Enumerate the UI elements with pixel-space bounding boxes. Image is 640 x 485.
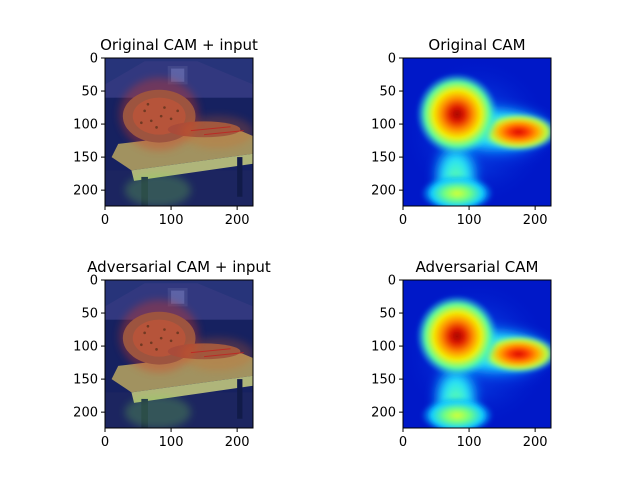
x-tick-label: 0: [101, 213, 109, 228]
x-tick-label: 100: [457, 435, 482, 450]
x-tick-label: 100: [159, 213, 184, 228]
y-tick-label: 150: [371, 151, 396, 166]
x-tick-label: 200: [523, 435, 548, 450]
y-tick-label: 100: [73, 118, 98, 133]
y-tick-label: 150: [73, 151, 98, 166]
panel-title: Original CAM: [428, 36, 525, 54]
y-tick-label: 50: [81, 85, 98, 100]
cam-overlay-image: [105, 58, 254, 207]
cam-heatmap-image: [399, 276, 562, 439]
y-tick-label: 200: [73, 406, 98, 421]
cam-heatmap-image: [399, 54, 562, 217]
y-tick-label: 200: [371, 406, 396, 421]
y-tick-label: 200: [73, 184, 98, 199]
x-tick-label: 0: [101, 435, 109, 450]
x-tick-label: 0: [399, 213, 407, 228]
cam-overlay-image: [105, 280, 254, 429]
y-tick-label: 100: [73, 340, 98, 355]
x-tick-label: 200: [225, 213, 250, 228]
y-tick-label: 100: [371, 118, 396, 133]
y-tick-label: 100: [371, 340, 396, 355]
y-tick-label: 50: [379, 85, 396, 100]
x-tick-label: 0: [399, 435, 407, 450]
y-tick-label: 0: [90, 274, 98, 289]
y-tick-label: 150: [371, 373, 396, 388]
y-tick-label: 0: [388, 52, 396, 67]
panel-title: Adversarial CAM: [416, 258, 539, 276]
x-tick-label: 200: [523, 213, 548, 228]
y-tick-label: 50: [379, 307, 396, 322]
x-tick-label: 100: [159, 435, 184, 450]
y-tick-label: 0: [388, 274, 396, 289]
y-tick-label: 0: [90, 52, 98, 67]
y-tick-label: 200: [371, 184, 396, 199]
panel-title: Adversarial CAM + input: [87, 258, 271, 276]
y-tick-label: 150: [73, 373, 98, 388]
panel-title: Original CAM + input: [100, 36, 258, 54]
y-tick-label: 50: [81, 307, 98, 322]
x-tick-label: 100: [457, 213, 482, 228]
x-tick-label: 200: [225, 435, 250, 450]
